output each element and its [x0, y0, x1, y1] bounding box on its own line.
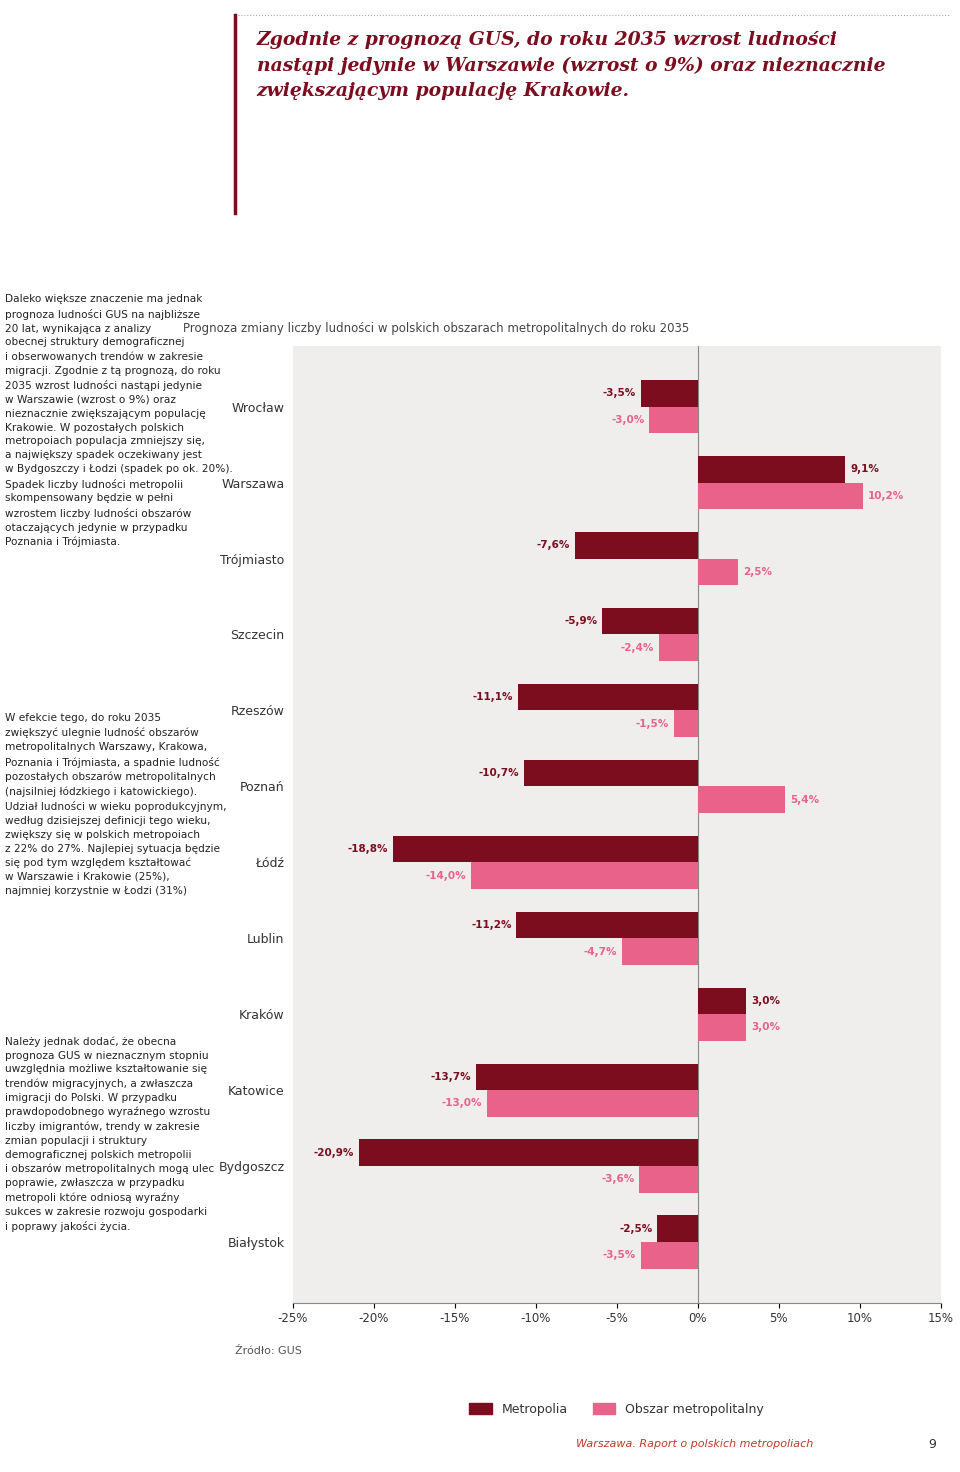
Text: Źródło: GUS: Źródło: GUS — [235, 1345, 302, 1356]
Text: -13,7%: -13,7% — [430, 1072, 471, 1082]
Bar — [602, 608, 698, 634]
Text: -5,9%: -5,9% — [564, 617, 597, 626]
Text: -7,6%: -7,6% — [537, 540, 570, 551]
Text: 3,0%: 3,0% — [752, 997, 780, 1005]
Bar — [698, 483, 863, 509]
Bar — [698, 456, 845, 483]
Text: -1,5%: -1,5% — [636, 718, 668, 729]
Bar — [487, 1091, 698, 1117]
Text: -4,7%: -4,7% — [584, 946, 616, 957]
Bar — [698, 558, 738, 586]
Text: Prognoza zmiany liczby ludności w polskich obszarach metropolitalnych do roku 20: Prognoza zmiany liczby ludności w polski… — [182, 322, 689, 336]
Text: 2,5%: 2,5% — [743, 567, 772, 577]
Text: Warszawa. Raport o polskich metropoliach: Warszawa. Raport o polskich metropoliach — [576, 1440, 813, 1448]
Text: -3,0%: -3,0% — [612, 415, 644, 425]
Text: -3,6%: -3,6% — [601, 1175, 635, 1185]
Bar — [516, 911, 698, 938]
Bar — [698, 786, 785, 813]
Text: 3,0%: 3,0% — [752, 1023, 780, 1032]
Text: 10,2%: 10,2% — [868, 490, 904, 500]
Bar — [658, 1216, 698, 1242]
Legend: Metropolia, Obszar metropolitalny: Metropolia, Obszar metropolitalny — [465, 1398, 769, 1420]
Text: 5,4%: 5,4% — [790, 795, 819, 805]
Text: -10,7%: -10,7% — [479, 768, 519, 779]
Bar — [698, 988, 747, 1014]
Bar — [359, 1139, 698, 1166]
Text: Daleko większe znaczenie ma jednak
prognoza ludności GUS na najbliższe
20 lat, w: Daleko większe znaczenie ma jednak progn… — [5, 294, 232, 548]
Bar — [524, 760, 698, 786]
Bar — [575, 531, 698, 558]
Text: -13,0%: -13,0% — [442, 1098, 482, 1108]
Text: -11,1%: -11,1% — [472, 692, 513, 702]
Text: -2,4%: -2,4% — [621, 643, 654, 652]
Bar — [698, 1014, 747, 1041]
Bar — [674, 711, 698, 737]
Text: -11,2%: -11,2% — [471, 920, 512, 930]
Bar — [649, 406, 698, 433]
Text: -20,9%: -20,9% — [314, 1148, 354, 1158]
Bar — [639, 1166, 698, 1192]
Text: 9: 9 — [928, 1438, 936, 1450]
Bar — [659, 634, 698, 661]
Text: W efekcie tego, do roku 2035
zwiększyć ulegnie ludność obszarów
metropolitalnych: W efekcie tego, do roku 2035 zwiększyć u… — [5, 712, 227, 896]
Bar — [622, 938, 698, 964]
Text: -14,0%: -14,0% — [425, 870, 467, 880]
Bar — [476, 1064, 698, 1091]
Bar — [518, 684, 698, 711]
Text: -3,5%: -3,5% — [603, 1250, 636, 1260]
Text: -3,5%: -3,5% — [603, 389, 636, 399]
Text: -2,5%: -2,5% — [619, 1223, 653, 1234]
Text: Zgodnie z prognozą GUS, do roku 2035 wzrost ludności
nastąpi jedynie w Warszawie: Zgodnie z prognozą GUS, do roku 2035 wzr… — [256, 31, 885, 100]
Bar — [471, 863, 698, 889]
Text: -18,8%: -18,8% — [348, 843, 389, 854]
Bar — [394, 836, 698, 863]
Text: Należy jednak dodać, że obecna
prognoza GUS w nieznacznym stopniu
uwzględnia moż: Należy jednak dodać, że obecna prognoza … — [5, 1036, 214, 1232]
Text: 9,1%: 9,1% — [851, 464, 879, 474]
Bar — [641, 1242, 698, 1269]
Bar — [641, 380, 698, 406]
